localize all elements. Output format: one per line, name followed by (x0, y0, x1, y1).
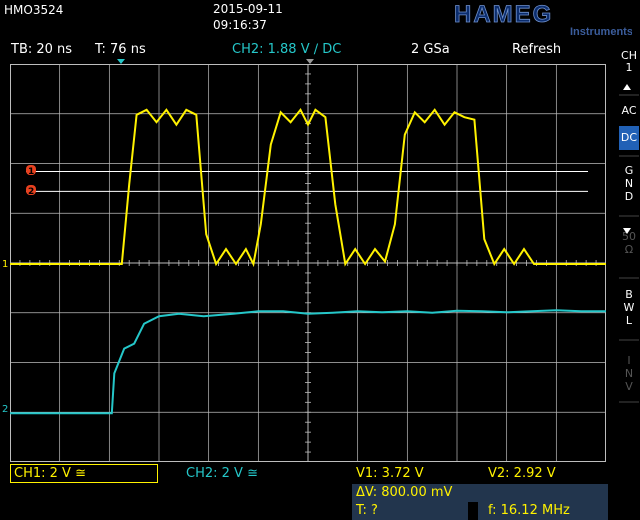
coupling-dc-button[interactable]: DC (619, 126, 639, 150)
ch1-ground-marker: 1 (2, 259, 8, 270)
time-readout-bottom: T: ? (356, 503, 378, 518)
logo-subtitle: Instruments (570, 26, 632, 38)
time-readout: 09:16:37 (213, 18, 267, 32)
bandwidth-limit-button[interactable]: B W L (623, 288, 635, 327)
graticule (10, 64, 606, 462)
top-header: HMO3524 2015-09-11 09:16:37 HAMEG Instru… (0, 0, 640, 38)
logo-wordmark: HAMEG (454, 1, 553, 28)
time-bar-left (352, 502, 468, 520)
impedance-50-button[interactable]: 50 Ω (622, 230, 636, 256)
top-markers (117, 59, 314, 64)
waveform-display[interactable] (10, 64, 606, 462)
sidebar-dividers (619, 84, 639, 403)
cursor-lines (26, 170, 588, 192)
ch2-trace (10, 309, 606, 415)
acquisition-mode[interactable]: Refresh (512, 42, 562, 57)
cursor2-badge[interactable] (26, 185, 36, 195)
ch1-scale-box[interactable] (10, 464, 158, 483)
softkey-sidebar: CH 1 AC DC G N D 50 Ω B W L I N V (617, 40, 640, 520)
invert-button[interactable]: I N V (624, 354, 634, 393)
cursor-v1-readout: V1: 3.72 V (356, 466, 424, 481)
trigger-info-readout[interactable]: CH2: 1.88 V ∕ DC (232, 42, 342, 57)
ch2-ground-marker: 2 (2, 404, 8, 415)
trigger-reference-marker (306, 59, 314, 64)
coupling-gnd-button[interactable]: G N D (624, 164, 634, 203)
cursor1-label: 1 (28, 167, 34, 177)
cursor1-badge[interactable] (26, 165, 36, 175)
bottom-readouts: CH1: 2 V ≅ CH2: 2 V ≅ V1: 3.72 V V2: 2.9… (0, 464, 640, 520)
status-bar: TB: 20 ns T: 76 ns CH2: 1.88 V ∕ DC 2 GS… (0, 40, 640, 60)
cursor2-label: 2 (28, 187, 34, 197)
trigger-time-readout[interactable]: T: 76 ns (95, 42, 146, 57)
date-readout: 2015-09-11 (213, 2, 283, 16)
ch2-scale-readout[interactable]: CH2: 2 V ≅ (186, 466, 258, 481)
ch1-trace (10, 107, 606, 268)
frequency-readout: f: 16.12 MHz (488, 503, 570, 518)
channel-indicator: CH 1 (621, 49, 637, 74)
delta-v-bar (352, 484, 608, 502)
hameg-logo: HAMEG Instruments (454, 1, 632, 38)
sample-rate-readout: 2 GSa (411, 42, 450, 57)
model-name: HMO3524 (4, 3, 64, 17)
time-bar-right (478, 502, 608, 520)
coupling-ac-button[interactable]: AC (621, 104, 637, 117)
trigger-position-marker (117, 59, 125, 64)
scroll-down-icon[interactable] (623, 228, 631, 234)
timebase-readout[interactable]: TB: 20 ns (11, 42, 73, 57)
cursor-v2-readout: V2: 2.92 V (488, 466, 556, 481)
left-markers: 1 2 1 2 (2, 165, 36, 415)
scroll-up-icon[interactable] (623, 84, 631, 90)
delta-v-readout: ΔV: 800.00 mV (356, 485, 453, 500)
ch1-scale-readout: CH1: 2 V ≅ (14, 466, 86, 481)
